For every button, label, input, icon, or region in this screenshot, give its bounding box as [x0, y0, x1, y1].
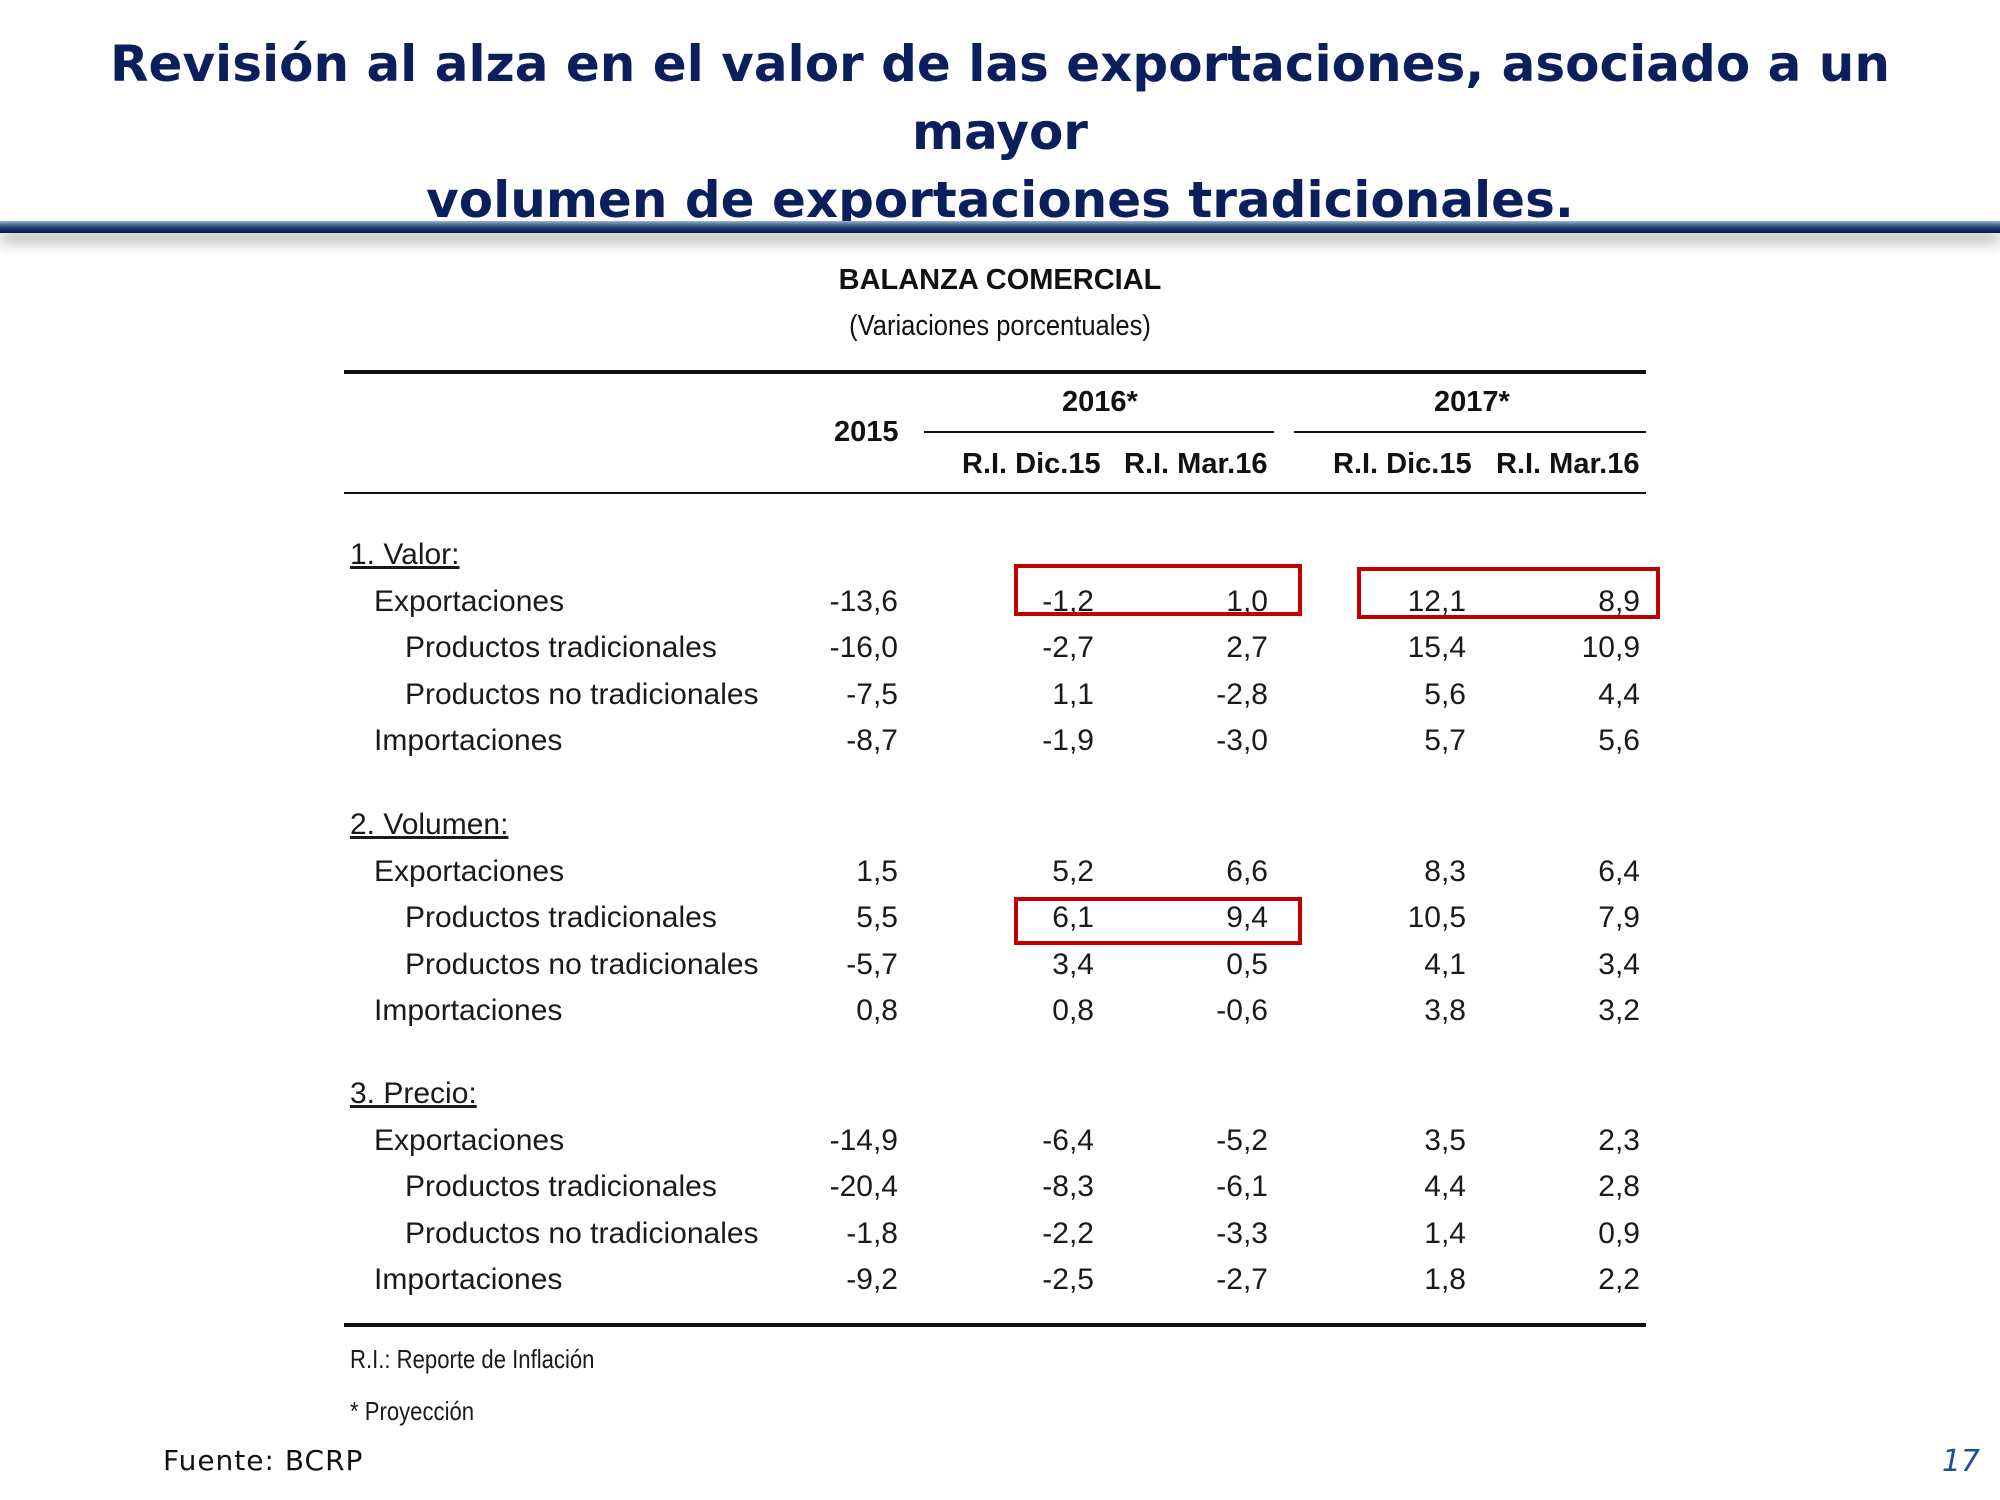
table-cell: 0,5 [1226, 947, 1268, 981]
table-cell: -5,2 [1216, 1123, 1268, 1157]
table-cell: 6,4 [1598, 854, 1640, 888]
title-divider [0, 221, 2000, 233]
header-2016-ri-dic15: R.I. Dic.15 [962, 448, 1101, 480]
note-projection: * Proyección [350, 1396, 475, 1426]
section-label: 2. Volumen: [350, 808, 509, 841]
table-cell: 1,8 [1424, 1263, 1466, 1296]
table-cell: -2,5 [1042, 1263, 1094, 1296]
table-cell: 0,8 [1052, 994, 1094, 1027]
highlight-valor-2017 [1357, 567, 1660, 619]
table-cell: 10,9 [1581, 631, 1640, 664]
row-label: Exportaciones [374, 1123, 565, 1157]
table-cell: -0,6 [1216, 994, 1268, 1027]
row-label: Productos no tradicionales [405, 677, 759, 711]
table-cell: 5,5 [856, 901, 898, 934]
header-2016-ri-mar16: R.I. Mar.16 [1124, 448, 1268, 480]
table-cell: 6,1 [1052, 901, 1094, 934]
section-label: 3. Precio: [350, 1077, 477, 1110]
table-cell: 2,8 [1598, 1170, 1640, 1203]
row-label: Exportaciones [374, 584, 565, 618]
table-cell: 2,2 [1598, 1263, 1640, 1296]
row-label: Productos no tradicionales [405, 1216, 759, 1250]
table-cell: 8,3 [1424, 854, 1466, 888]
row-label: Productos tradicionales [405, 901, 717, 934]
slide-title: Revisión al alza en el valor de las expo… [40, 30, 1960, 234]
table-top-rule [344, 370, 1646, 374]
table-cell: -20,4 [829, 1170, 898, 1203]
row-label: Exportaciones [374, 854, 565, 888]
table-cell: 0,8 [856, 994, 898, 1027]
table-cell: 3,5 [1424, 1123, 1466, 1157]
slide-title-line1: Revisión al alza en el valor de las expo… [110, 35, 1890, 161]
table-cell: 3,2 [1598, 994, 1640, 1027]
table-cell: -6,4 [1042, 1123, 1094, 1157]
row-label: Importaciones [374, 724, 563, 757]
source-label: Fuente: BCRP [163, 1444, 364, 1477]
table-cell: 3,8 [1424, 994, 1466, 1027]
table-cell: -2,2 [1042, 1216, 1094, 1250]
table-cell: -1,9 [1042, 724, 1094, 757]
row-label: Productos tradicionales [405, 1170, 717, 1203]
table-cell: -3,3 [1216, 1216, 1268, 1250]
header-group-2016: 2016* [1062, 386, 1138, 418]
row-label: Importaciones [374, 1263, 563, 1296]
highlight-valor-2016 [1014, 564, 1302, 616]
table-cell: 5,6 [1424, 677, 1466, 711]
table-cell: 7,9 [1598, 901, 1640, 934]
table-cell: -2,8 [1216, 677, 1268, 711]
table-cell: 4,4 [1424, 1170, 1466, 1203]
row-label: Productos tradicionales [405, 631, 717, 664]
table-cell: 4,4 [1598, 677, 1640, 711]
table-cell: 0,9 [1598, 1216, 1640, 1250]
group-2016-rule [924, 431, 1274, 433]
slide-title-line2: volumen de exportaciones tradicionales. [426, 171, 1574, 229]
table-cell: 8,9 [1598, 584, 1640, 618]
note-abbreviation: R.I.: Reporte de Inflación [350, 1344, 595, 1374]
table-cell: 1,1 [1052, 677, 1094, 711]
header-group-2017: 2017* [1434, 386, 1510, 418]
page-number: 17 [1941, 1444, 1980, 1479]
table-cell: 6,6 [1226, 854, 1268, 888]
table-cell: -6,1 [1216, 1170, 1268, 1203]
table-cell: -5,7 [846, 947, 898, 981]
table-cell: 12,1 [1407, 584, 1466, 618]
table-cell: -9,2 [846, 1263, 898, 1296]
table-cell: -1,8 [846, 1216, 898, 1250]
table-cell: 1,4 [1424, 1216, 1466, 1250]
table-cell: -3,0 [1216, 724, 1268, 757]
table-cell: -14,9 [829, 1123, 898, 1157]
section-label: 1. Valor: [350, 538, 460, 571]
table-cell: -2,7 [1216, 1263, 1268, 1296]
table-cell: 2,3 [1598, 1123, 1640, 1157]
table-cell: -2,7 [1042, 631, 1094, 664]
table-cell: 4,1 [1424, 947, 1466, 981]
table-cell: -7,5 [846, 677, 898, 711]
table-cell: 5,6 [1598, 724, 1640, 757]
table-cell: 3,4 [1052, 947, 1094, 981]
row-label: Importaciones [374, 994, 563, 1027]
table-cell: 15,4 [1407, 631, 1466, 664]
table-subtitle: (Variaciones porcentuales) [849, 310, 1151, 342]
table-cell: 1,5 [856, 854, 898, 888]
table-title: BALANZA COMERCIAL [838, 264, 1162, 296]
table-cell: 5,2 [1052, 854, 1094, 888]
table-cell: 10,5 [1407, 901, 1466, 934]
table-cell: 2,7 [1226, 631, 1268, 664]
group-2017-rule [1294, 431, 1646, 433]
table-cell: -8,3 [1042, 1170, 1094, 1203]
header-2017-ri-dic15: R.I. Dic.15 [1333, 448, 1472, 480]
header-bottom-rule [344, 492, 1646, 494]
table-cell: -13,6 [829, 584, 898, 618]
table-bottom-rule [344, 1323, 1646, 1327]
row-label: Productos no tradicionales [405, 947, 759, 981]
table-cell: 3,4 [1598, 947, 1640, 981]
table-cell: -16,0 [829, 631, 898, 664]
header-2017-ri-mar16: R.I. Mar.16 [1496, 448, 1640, 480]
highlight-volumen-tradicionales-2016 [1014, 897, 1302, 945]
table-cell: 5,7 [1424, 724, 1466, 757]
table-cell: -8,7 [846, 724, 898, 757]
table-cell: 9,4 [1226, 901, 1268, 934]
header-2015: 2015 [834, 416, 899, 448]
